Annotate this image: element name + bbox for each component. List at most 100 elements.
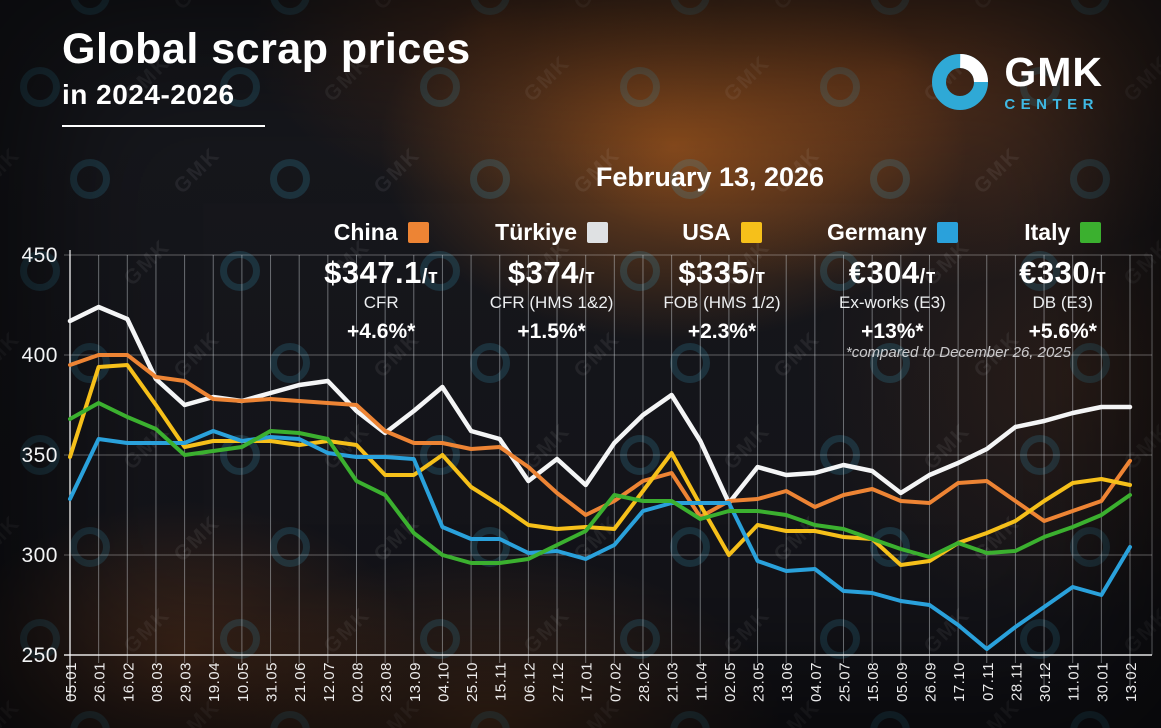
svg-text:25.07: 25.07: [837, 662, 854, 702]
legend-country: China: [296, 219, 466, 246]
price-unit: /т: [1090, 266, 1107, 288]
legend-country: Türkiye: [466, 219, 636, 246]
page-title: Global scrap prices: [62, 25, 471, 73]
title-underline: [62, 125, 265, 127]
svg-text:26.01: 26.01: [92, 662, 109, 702]
svg-text:11.04: 11.04: [693, 662, 710, 701]
price-value: $374/т: [507, 255, 596, 290]
svg-text:07.02: 07.02: [607, 662, 624, 702]
x-axis-label: 21.06: [292, 662, 309, 702]
x-axis-label: 30.12: [1037, 662, 1054, 702]
price-unit: /т: [749, 266, 766, 288]
svg-text:04.10: 04.10: [435, 662, 452, 702]
x-axis-label: 28.02: [636, 662, 653, 702]
legend-item-turkiye: Türkiye $374/т CFR (HMS 1&2) +1.5%*: [466, 219, 636, 344]
svg-text:12.07: 12.07: [321, 662, 338, 702]
y-axis-label: 450: [21, 244, 58, 267]
svg-text:02.08: 02.08: [349, 662, 366, 702]
china-swatch: [407, 222, 429, 243]
svg-text:21.03: 21.03: [665, 662, 682, 702]
y-axis-label: 400: [21, 344, 58, 367]
svg-text:11.01: 11.01: [1066, 662, 1083, 701]
x-axis-label: 04.07: [808, 662, 825, 702]
legend-country: USA: [637, 219, 807, 246]
x-axis-label: 30.01: [1094, 662, 1111, 702]
svg-text:23.05: 23.05: [751, 662, 768, 702]
x-axis-label: 25.07: [837, 662, 854, 702]
legend-item-usa: USA $335/т FOB (HMS 1/2) +2.3%*: [637, 219, 807, 344]
x-axis-label: 16.02: [120, 662, 137, 702]
price-change: +13%*: [861, 320, 924, 343]
svg-text:25.10: 25.10: [464, 662, 481, 702]
svg-text:29.03: 29.03: [178, 662, 195, 702]
italy-swatch: [1080, 222, 1102, 243]
price-value: $335/т: [678, 255, 766, 290]
svg-text:05.09: 05.09: [894, 662, 911, 702]
legend-item-china: China $347.1/т CFR +4.6%*: [296, 219, 466, 344]
svg-text:28.02: 28.02: [636, 662, 653, 702]
svg-text:04.07: 04.07: [808, 662, 825, 702]
page-subtitle: in 2024-2026: [62, 79, 235, 110]
brand-subname: CENTER: [1004, 96, 1100, 113]
x-axis-label: 15.08: [865, 662, 882, 702]
x-axis-label: 28.11: [1008, 662, 1025, 701]
turkiye-swatch: [587, 222, 608, 243]
footnote: *compared to December 26, 2025: [845, 344, 1071, 361]
svg-text:13.02: 13.02: [1123, 662, 1140, 702]
svg-text:05.01: 05.01: [63, 662, 80, 702]
price-value: €304/т: [848, 255, 937, 290]
x-axis-label: 29.03: [178, 662, 195, 702]
x-axis-label: 17.01: [579, 662, 596, 702]
x-axis-label: 02.08: [349, 662, 366, 702]
date-label: February 13, 2026: [595, 162, 825, 192]
svg-text:17.01: 17.01: [579, 662, 596, 702]
y-axis-label: 350: [21, 444, 58, 467]
x-axis-label: 23.08: [378, 662, 395, 702]
svg-text:02.05: 02.05: [722, 662, 739, 702]
svg-text:10.05: 10.05: [235, 662, 252, 702]
svg-text:15.11: 15.11: [493, 662, 510, 701]
price-value: $347.1/т: [324, 255, 439, 290]
brand-name: GMK: [1004, 49, 1103, 95]
x-axis-label: 23.05: [751, 662, 768, 702]
x-axis-label: 13.06: [779, 662, 796, 702]
svg-text:21.06: 21.06: [292, 662, 309, 702]
svg-text:08.03: 08.03: [149, 662, 166, 702]
x-axis-label: 07.02: [607, 662, 624, 702]
x-axis-label: 25.10: [464, 662, 481, 702]
x-axis-label: 19.04: [206, 662, 223, 702]
svg-text:17.10: 17.10: [951, 662, 968, 702]
svg-text:13.06: 13.06: [779, 662, 796, 702]
header: Global scrap prices in 2024-2026: [62, 28, 471, 127]
brand-text: GMK CENTER: [1004, 49, 1103, 113]
price-change: +4.6%*: [347, 320, 416, 343]
series-line-china: [68, 353, 1132, 523]
legend-country: Italy: [978, 219, 1148, 246]
svg-text:19.04: 19.04: [206, 662, 223, 702]
price-change: +1.5%*: [517, 320, 586, 343]
x-axis-label: 13.02: [1123, 662, 1140, 702]
x-axis-label: 04.10: [435, 662, 452, 702]
price-unit: /т: [578, 266, 596, 288]
x-axis-label: 17.10: [951, 662, 968, 702]
price-spec: CFR (HMS 1&2): [489, 293, 614, 312]
x-axis-label: 11.01: [1066, 662, 1083, 701]
svg-text:06.12: 06.12: [521, 662, 538, 702]
series-line-italy: [68, 401, 1132, 565]
svg-text:30.12: 30.12: [1037, 662, 1054, 702]
price-value: €330/т: [1019, 255, 1107, 290]
y-axis-label: 300: [21, 544, 58, 567]
country-label: Germany: [827, 219, 927, 245]
x-axis-label: 07.11: [980, 662, 997, 701]
country-label: USA: [682, 219, 731, 245]
y-axis-label: 250: [21, 644, 58, 667]
svg-text:26.09: 26.09: [922, 662, 939, 702]
svg-text:16.02: 16.02: [120, 662, 137, 702]
price-change: +2.3%*: [687, 320, 757, 343]
x-axis-label: 26.09: [922, 662, 939, 702]
legend-item-italy: Italy €330/т DB (E3) +5.6%*: [978, 219, 1148, 344]
price-spec: DB (E3): [1032, 293, 1093, 312]
price-spec: FOB (HMS 1/2): [663, 293, 781, 312]
svg-text:31.05: 31.05: [264, 662, 281, 702]
